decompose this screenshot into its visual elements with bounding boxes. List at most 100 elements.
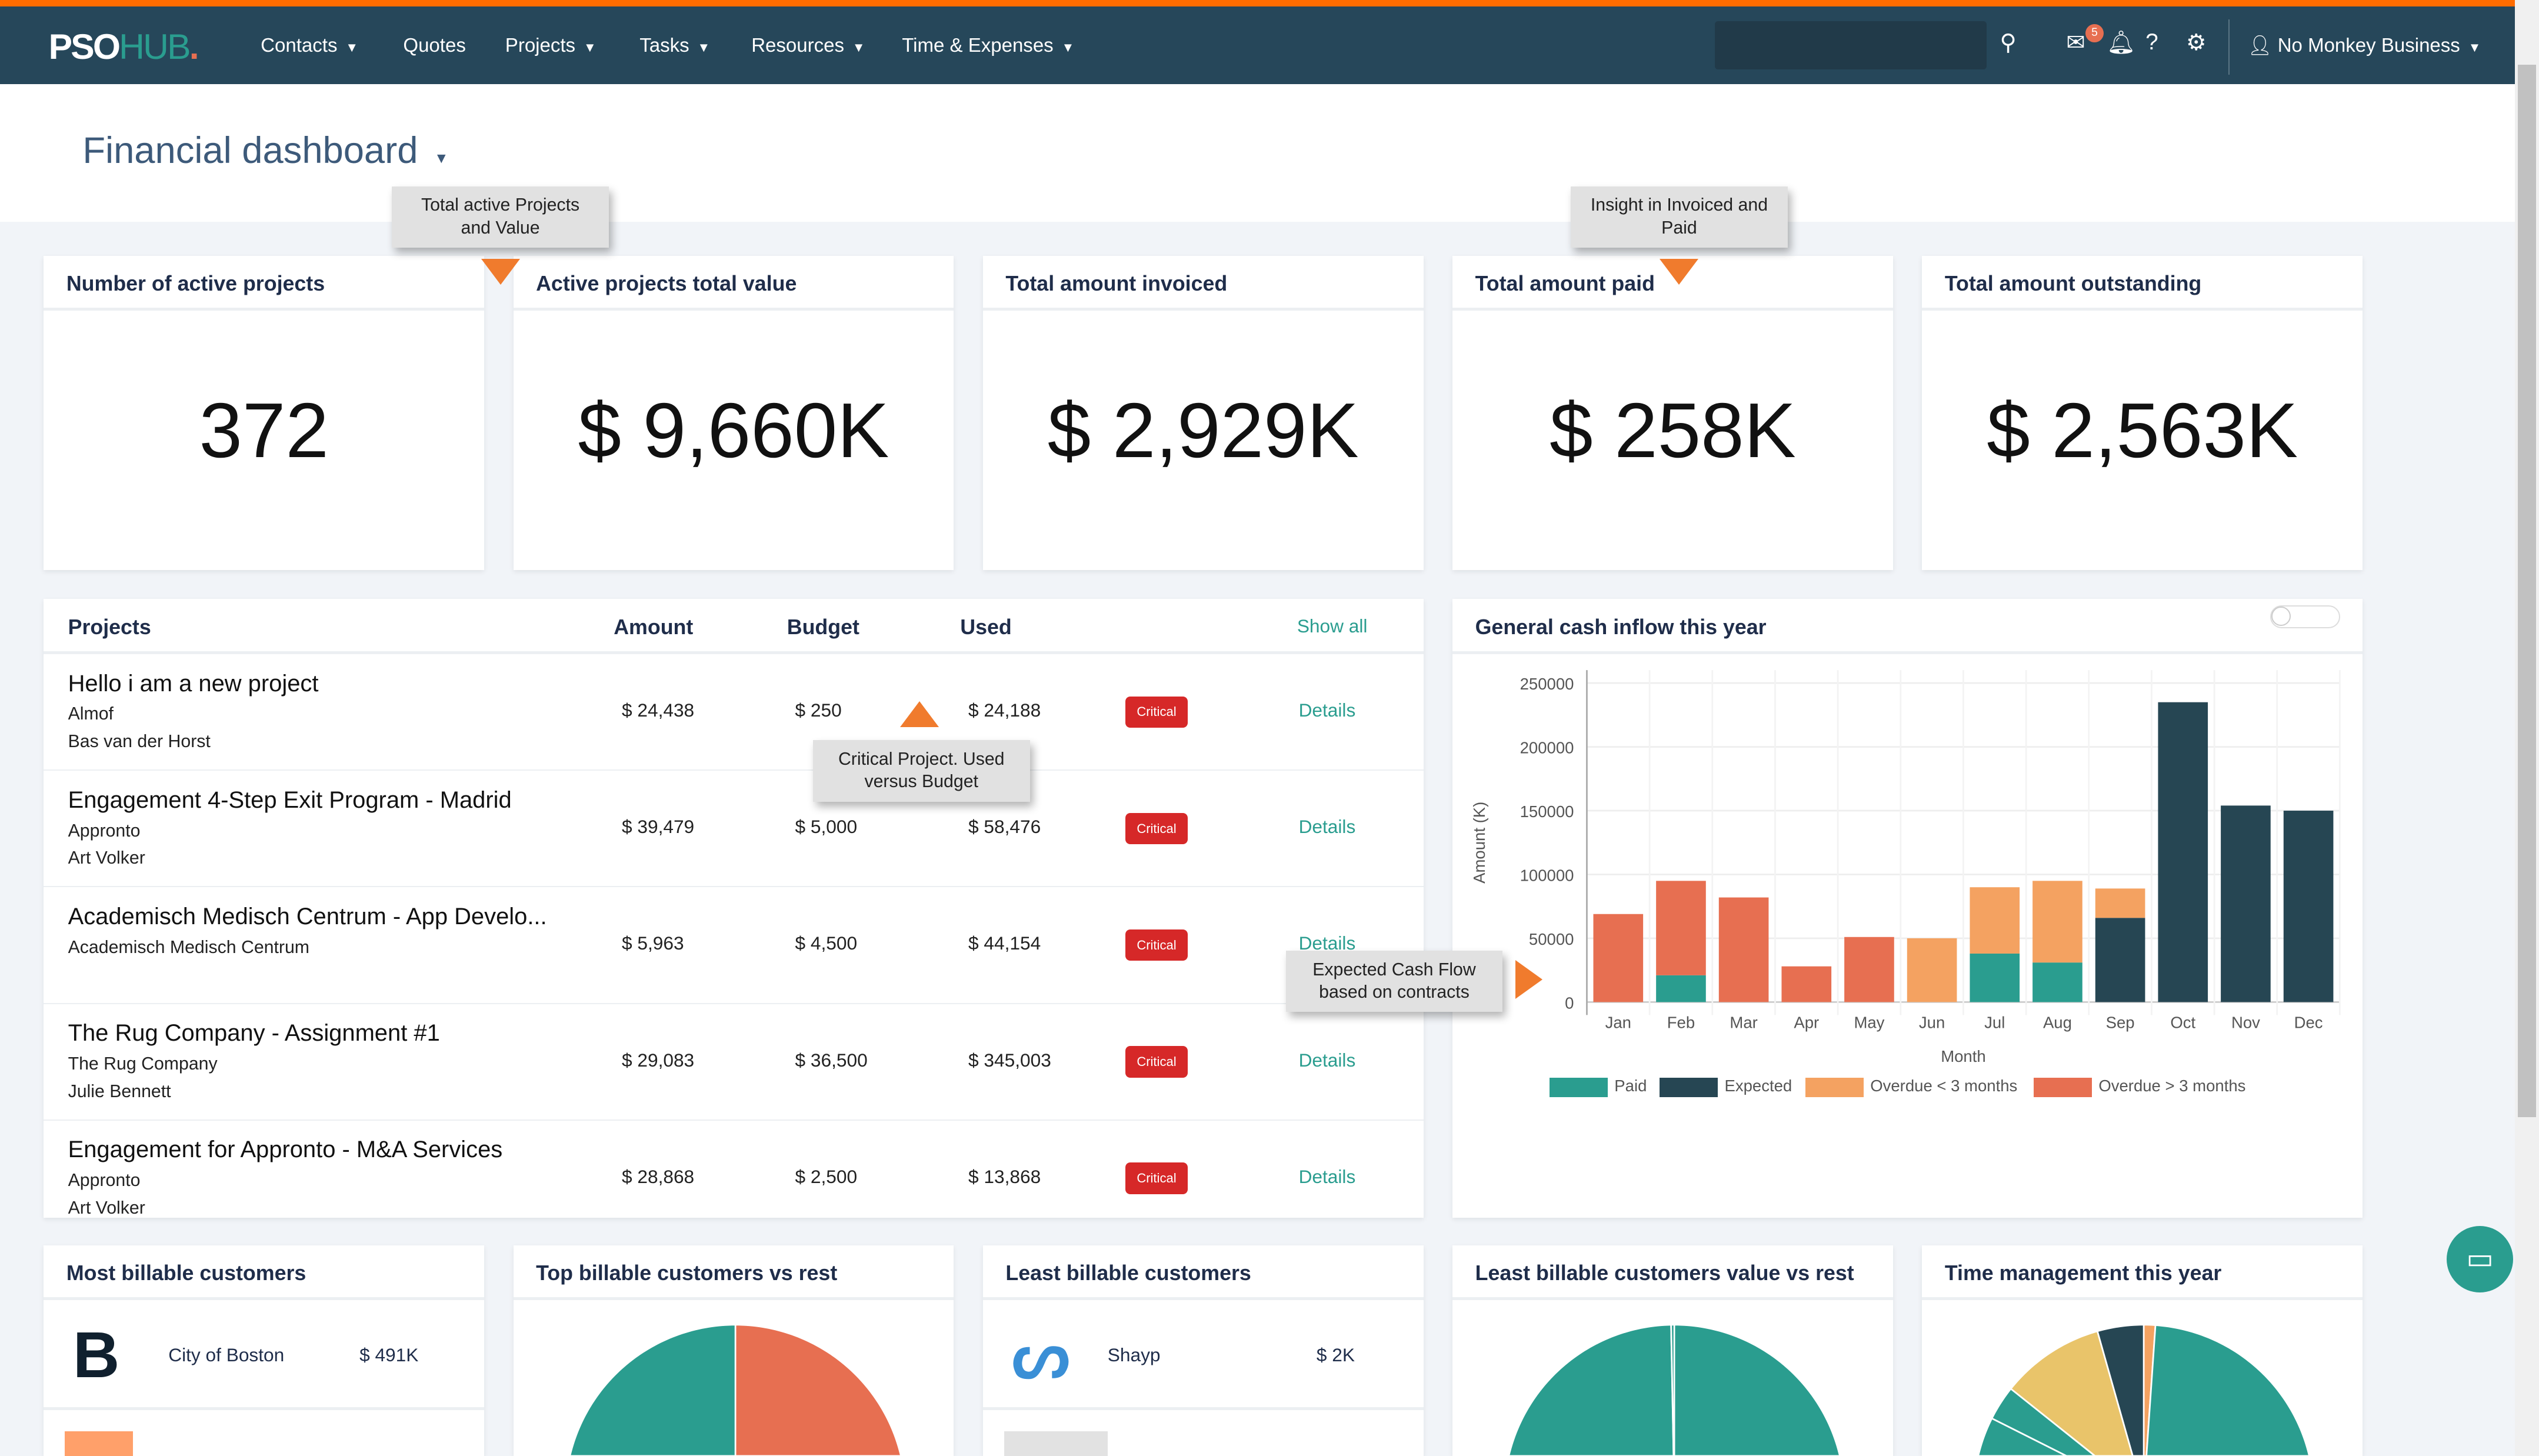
customer-logo [1004, 1431, 1108, 1456]
bar-paid[interactable] [1970, 954, 2020, 1002]
caret-down-icon: ▼ [345, 39, 358, 55]
status-badge: Critical [1125, 929, 1188, 961]
customer-name: Shayp [1107, 1344, 1161, 1365]
nav-contacts[interactable]: Contacts ▼ [261, 34, 358, 56]
nav-projects[interactable]: Projects ▼ [505, 34, 597, 56]
bar-expected[interactable] [2283, 811, 2334, 1002]
pie-slice [734, 1324, 902, 1456]
chart-title: General cash inflow this year [1452, 599, 2363, 655]
kpi-title: Active projects total value [513, 256, 954, 311]
logo-dot: . [189, 26, 199, 67]
legend-item[interactable]: Overdue > 3 months [2034, 1077, 2245, 1097]
gear-icon[interactable]: ⚙ [2186, 29, 2207, 55]
bar-expected[interactable] [2158, 702, 2208, 1002]
bar-overdue-3-months[interactable] [1907, 938, 1957, 1002]
project-amount: $ 39,479 [621, 816, 695, 838]
table-row: The Rug Company - Assignment #1 The Rug … [44, 1004, 1424, 1121]
project-amount: $ 29,083 [621, 1049, 695, 1071]
bar-overdue-3-months[interactable] [1656, 881, 1706, 976]
pie-chart [568, 1324, 902, 1456]
project-amount: $ 28,868 [621, 1165, 695, 1187]
bar-expected[interactable] [2095, 918, 2145, 1002]
legend-item[interactable]: Overdue < 3 months [1805, 1077, 2017, 1097]
legend-item[interactable]: Paid [1550, 1077, 1647, 1097]
logo[interactable]: PSOHUB. [49, 26, 199, 67]
bar-expected[interactable] [2221, 805, 2271, 1002]
search-icon[interactable]: ⚲ [2000, 29, 2017, 55]
cash-inflow-card: General cash inflow this year 0 50000 1000… [1452, 599, 2363, 1218]
boston-logo: B [72, 1319, 120, 1392]
user-menu[interactable]: 👤︎ No Monkey Business ▼ [2248, 34, 2481, 57]
card-title: Time management this year [1922, 1245, 2363, 1301]
project-name[interactable]: The Rug Company - Assignment #1 [68, 1020, 440, 1047]
kpi-value: $ 258K [1550, 387, 1796, 474]
dashboard-selector[interactable]: Financial dashboard ▼ [82, 129, 448, 172]
table-row: Engagement 4-Step Exit Program - Madrid … [44, 771, 1424, 888]
kpi-value: $ 2,563K [1987, 387, 2298, 474]
pie-slice [1670, 1324, 1675, 1456]
bar-overdue-3-months[interactable] [1718, 897, 1769, 1002]
bar-overdue-3-months[interactable] [1970, 887, 2020, 954]
bar-paid[interactable] [1656, 975, 1706, 1002]
tooltip-arrow-icon [481, 259, 520, 285]
bar-paid[interactable] [2032, 962, 2082, 1002]
x-tick-label: Nov [2231, 1014, 2260, 1032]
caret-down-icon: ▼ [697, 39, 711, 55]
kpi-title: Total amount paid [1452, 256, 1893, 311]
kpi-title: Number of active projects [44, 256, 485, 311]
chat-button[interactable]: ▭ [2447, 1225, 2514, 1292]
tooltip-active-projects: Total active Projects and Value [392, 186, 609, 248]
project-name[interactable]: Engagement 4-Step Exit Program - Madrid [68, 787, 512, 813]
kpi-value: $ 9,660K [578, 387, 889, 474]
scrollbar-thumb[interactable] [2518, 65, 2536, 1118]
kpi-title: Total amount outstanding [1922, 256, 2363, 311]
list-item[interactable]: ᔕ Shayp $ 2K [982, 1300, 1424, 1411]
logo-hub: HUB [119, 26, 191, 67]
legend-swatch [1805, 1077, 1864, 1097]
details-link[interactable]: Details [1298, 816, 1356, 838]
legend-label: Expected [1724, 1077, 1792, 1095]
legend-item[interactable]: Expected [1660, 1077, 1792, 1097]
project-name[interactable]: Engagement for Appronto - M&A Services [68, 1137, 503, 1163]
messages-icon[interactable]: ✉ [2066, 29, 2085, 55]
chart-toggle[interactable] [2270, 605, 2340, 628]
project-amount: $ 24,438 [621, 699, 695, 721]
tooltip-cashflow: Expected Cash Flow based on contracts [1285, 950, 1503, 1012]
projects-header: Projects Amount Budget Used Show all [44, 599, 1424, 655]
nav-resources[interactable]: Resources ▼ [751, 34, 865, 56]
search-input[interactable] [1715, 21, 1987, 70]
project-name[interactable]: Academisch Medisch Centrum - App Develo.… [68, 903, 547, 929]
bar-overdue-3-months[interactable] [2032, 881, 2082, 963]
help-icon[interactable]: ? [2145, 29, 2158, 55]
project-name[interactable]: Hello i am a new project [68, 670, 319, 697]
kpi-title: Total amount invoiced [982, 256, 1424, 311]
tooltip-arrow-icon [900, 701, 939, 727]
y-tick-label: 200000 [1520, 739, 1574, 757]
bar-overdue-3-months[interactable] [1593, 914, 1644, 1002]
nav-quotes[interactable]: Quotes [403, 34, 465, 56]
card-title: Most billable customers [44, 1245, 485, 1301]
details-link[interactable]: Details [1298, 699, 1356, 721]
bell-icon[interactable]: 🔔︎ [2107, 29, 2136, 55]
nav-time-expenses[interactable]: Time & Expenses ▼ [902, 34, 1074, 56]
legend-swatch [1660, 1077, 1718, 1097]
details-link[interactable]: Details [1298, 932, 1356, 954]
project-used: $ 13,868 [968, 1165, 1041, 1187]
bar-overdue-3-months[interactable] [2095, 888, 2145, 918]
project-person: Art Volker [68, 848, 145, 868]
project-company: The Rug Company [68, 1054, 218, 1074]
project-person: Art Volker [68, 1198, 145, 1218]
details-link[interactable]: Details [1298, 1049, 1356, 1071]
status-badge: Critical [1125, 696, 1188, 728]
nav-tasks[interactable]: Tasks ▼ [639, 34, 710, 56]
kpi-value: 372 [199, 387, 329, 474]
caret-down-icon: ▼ [2468, 39, 2481, 55]
card-title: Top billable customers vs rest [513, 1245, 954, 1301]
bar-overdue-3-months[interactable] [1844, 937, 1894, 1002]
bar-overdue-3-months[interactable] [1781, 967, 1832, 1002]
details-link[interactable]: Details [1298, 1165, 1356, 1187]
col-amount: Amount [614, 615, 694, 639]
x-tick-label: Oct [2170, 1014, 2195, 1032]
list-item[interactable]: B City of Boston $ 491K [44, 1300, 485, 1411]
show-all-link[interactable]: Show all [1297, 615, 1368, 637]
